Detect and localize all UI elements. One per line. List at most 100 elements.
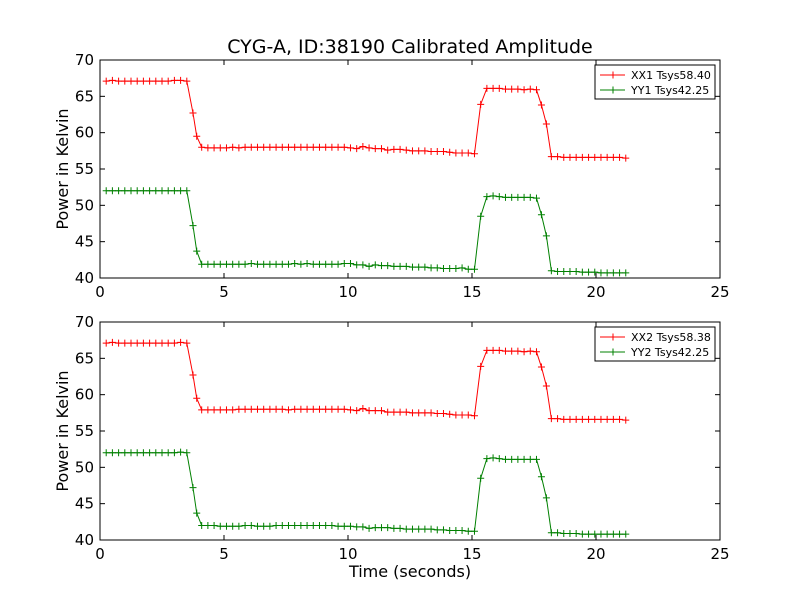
data-point — [585, 530, 593, 538]
data-point — [365, 262, 373, 270]
data-point — [121, 77, 129, 85]
data-point — [284, 406, 292, 414]
data-point — [495, 193, 503, 201]
data-point — [554, 267, 562, 275]
data-point — [495, 84, 503, 92]
x-tick-label: 20 — [586, 283, 605, 301]
data-point — [458, 411, 466, 419]
data-point — [235, 260, 243, 268]
data-point — [222, 260, 230, 268]
data-point — [408, 147, 416, 155]
data-point — [303, 259, 311, 267]
data-point — [108, 449, 116, 457]
data-point — [241, 521, 249, 529]
data-point — [603, 153, 611, 161]
data-point — [578, 153, 586, 161]
data-point — [390, 262, 398, 270]
data-point — [609, 269, 617, 277]
data-point — [452, 265, 460, 273]
data-point — [127, 449, 135, 457]
data-point — [489, 192, 497, 200]
data-point — [247, 143, 255, 151]
data-point — [272, 260, 280, 268]
data-point — [266, 143, 274, 151]
data-point — [193, 509, 201, 517]
data-point — [297, 521, 305, 529]
data-point — [303, 143, 311, 151]
data-point — [547, 415, 555, 423]
data-point — [133, 449, 141, 457]
data-point — [537, 363, 545, 371]
data-point — [297, 405, 305, 413]
data-point — [603, 530, 611, 538]
data-point — [396, 145, 404, 153]
data-point — [384, 524, 392, 532]
data-point — [477, 474, 485, 482]
data-point — [170, 187, 178, 195]
data-point — [322, 143, 330, 151]
data-point — [560, 415, 568, 423]
data-point — [477, 100, 485, 108]
x-tick-label: 15 — [462, 545, 481, 563]
data-point — [597, 269, 605, 277]
data-point — [340, 259, 348, 267]
data-point — [291, 143, 299, 151]
data-point — [402, 525, 410, 533]
bottom-panel: 0 5 10 15 20 25 40 45 50 55 60 65 70 Power in Kelvin T… — [53, 313, 730, 581]
x-tick-label: 5 — [219, 283, 229, 301]
data-point — [121, 449, 129, 457]
data-point — [458, 264, 466, 272]
series-line-yy2 — [106, 451, 626, 535]
data-point — [266, 405, 274, 413]
data-point — [204, 260, 212, 268]
data-point — [328, 143, 336, 151]
data-point — [108, 76, 116, 84]
data-point — [328, 521, 336, 529]
data-point — [427, 409, 435, 417]
data-point — [439, 148, 447, 156]
data-point — [235, 144, 243, 152]
data-point — [597, 415, 605, 423]
legend-entry-label: YY2 Tsys42.25 — [630, 346, 709, 359]
data-point — [365, 144, 373, 152]
data-point — [315, 521, 323, 529]
data-point — [421, 525, 429, 533]
data-point — [133, 339, 141, 347]
data-point — [253, 143, 261, 151]
data-point — [464, 265, 472, 273]
data-point — [622, 416, 630, 424]
data-point — [146, 449, 154, 457]
data-point — [152, 449, 160, 457]
data-point — [508, 85, 516, 93]
data-point — [139, 77, 147, 85]
data-point — [260, 405, 268, 413]
y-tick-label: 70 — [75, 51, 94, 69]
data-point — [183, 77, 191, 85]
data-point — [452, 411, 460, 419]
data-point — [183, 449, 191, 457]
data-point — [470, 527, 478, 535]
data-point — [371, 261, 379, 269]
data-point — [278, 143, 286, 151]
x-tick-label: 25 — [710, 545, 729, 563]
data-point — [554, 415, 562, 423]
data-point — [396, 524, 404, 532]
data-point — [297, 143, 305, 151]
y-tick-label: 50 — [75, 458, 94, 476]
data-point — [547, 153, 555, 161]
data-point — [260, 522, 268, 530]
x-tick-label: 10 — [338, 545, 357, 563]
data-point — [334, 143, 342, 151]
data-point — [127, 77, 135, 85]
data-point — [115, 77, 123, 85]
data-point — [477, 212, 485, 220]
data-point — [439, 526, 447, 534]
data-point — [483, 346, 491, 354]
data-point — [520, 348, 528, 356]
data-point — [291, 405, 299, 413]
data-point — [278, 521, 286, 529]
data-point — [309, 521, 317, 529]
data-point — [204, 144, 212, 152]
data-point — [177, 76, 185, 84]
data-point — [526, 85, 534, 93]
